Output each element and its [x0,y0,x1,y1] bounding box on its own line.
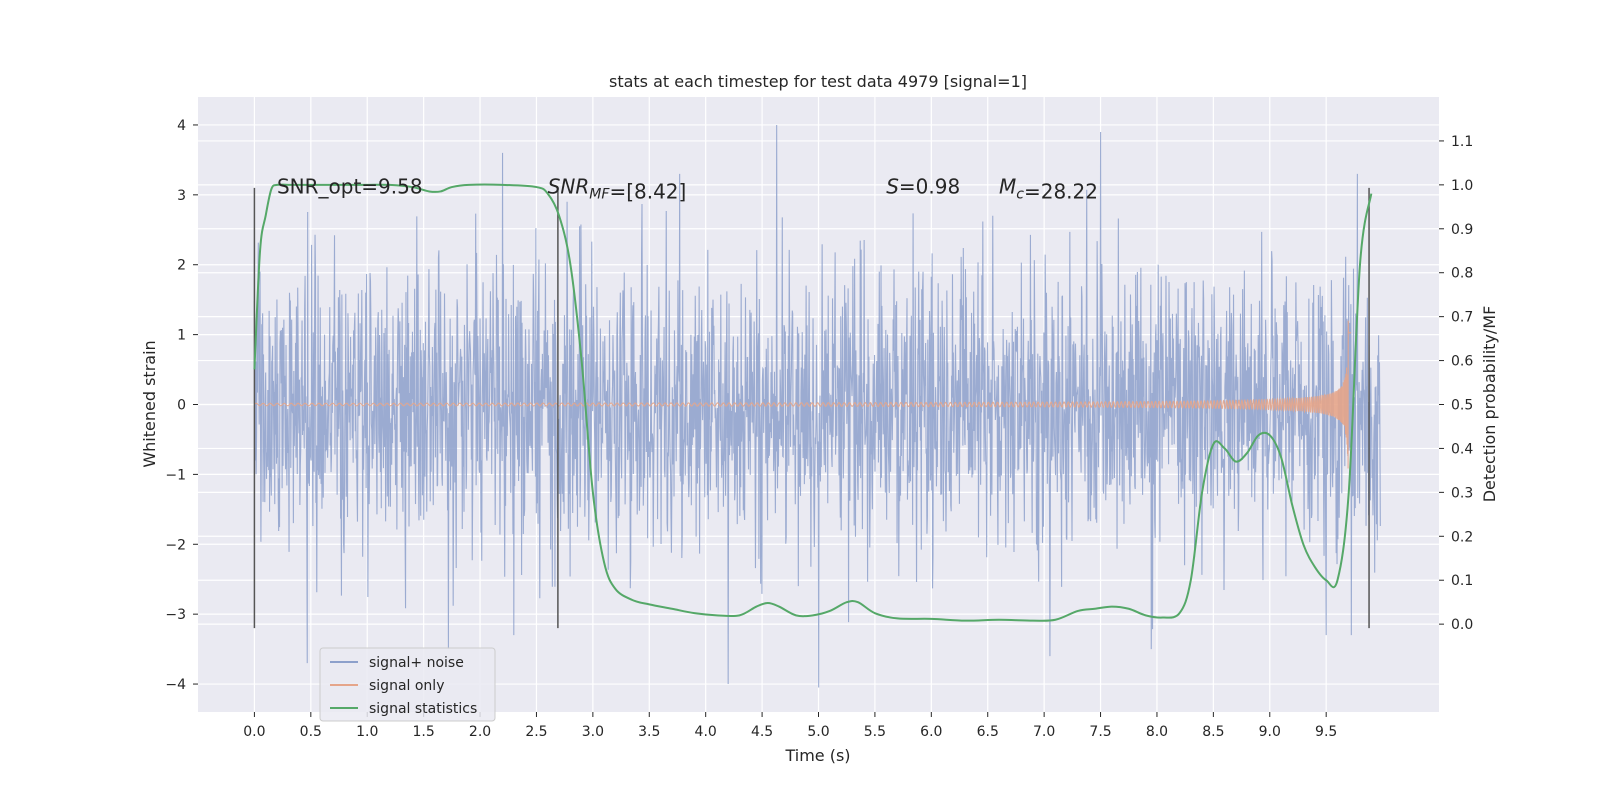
signal-only-line [254,320,1351,469]
annotation-text: SNRMF=[8.42] [548,175,687,204]
x-tick-label: 6.5 [977,724,999,740]
y-right-tick-label: 0.8 [1451,266,1473,282]
y-right-tick-label: 1.1 [1451,134,1473,150]
x-tick-label: 5.0 [807,724,829,740]
y-left-tick-label: −4 [165,677,186,693]
x-tick-label: 3.0 [582,724,604,740]
annotation-text: S=0.98 [886,175,960,199]
y-right-tick-label: 0.4 [1451,441,1473,457]
statistics-line [253,183,1373,622]
annotation-segment: c [1016,187,1024,203]
annotations: SNR_opt=9.58 SNRMF=[8.42] S=0.98 Mc=28.22 [277,175,1098,204]
annotation-segment: SNR [548,175,590,199]
y-right-tick-label: 0.3 [1451,485,1473,501]
x-axis-ticks: 0.0 0.5 1.0 1.5 2.0 2.5 3.0 3.5 4.0 4.5 5.0 5.5 6.0 6… [243,712,1337,740]
y-axis-left-ticks: −4 −3 −2 −1 0 1 2 3 4 [165,118,198,693]
x-tick-label: 4.0 [695,724,717,740]
y-left-tick-label: 3 [177,188,186,204]
y-right-tick-label: 0.2 [1451,529,1473,545]
y-right-tick-label: 0.5 [1451,398,1473,414]
signal-only-series [254,320,1351,469]
x-tick-label: 2.5 [525,724,547,740]
y-right-tick-label: 0.7 [1451,310,1473,326]
x-tick-label: 2.0 [469,724,491,740]
x-tick-label: 7.0 [1033,724,1055,740]
y-left-tick-label: −2 [165,537,186,553]
x-tick-label: 1.0 [356,724,378,740]
annotation-segment: =0.98 [899,175,960,199]
y-right-tick-label: 0.6 [1451,354,1473,370]
noise-line [253,124,1381,688]
legend-label-signal: signal only [369,678,444,694]
legend-label-noise: signal+ noise [369,655,464,671]
x-tick-label: 1.5 [413,724,435,740]
y-left-tick-label: −1 [165,467,186,483]
x-tick-label: 3.5 [638,724,660,740]
y-axis-left-label: Whitened strain [140,340,159,467]
x-tick-label: 0.0 [243,724,265,740]
annotation-text: Mc=28.22 [999,175,1098,204]
signal-statistics-series [253,183,1373,622]
y-right-tick-label: 0.9 [1451,222,1473,238]
legend-label-statistics: signal statistics [369,701,477,717]
marker-lines [253,187,1370,629]
annotation-segment: M [999,175,1016,199]
annotation-segment: =28.22 [1024,180,1098,204]
x-tick-label: 8.5 [1202,724,1224,740]
legend: signal+ noise signal only signal statist… [319,647,496,722]
x-tick-label: 9.5 [1315,724,1337,740]
y-left-tick-label: 4 [177,118,186,134]
y-left-tick-label: 1 [177,328,186,344]
noise-series [253,124,1381,688]
x-tick-label: 4.5 [751,724,773,740]
x-axis-label: Time (s) [784,746,850,765]
y-axis-right-ticks: 0.0 0.1 0.2 0.3 0.4 0.5 0.6 0.7 0.8 0.9 1.0 1.1 [1439,134,1473,633]
x-tick-label: 7.5 [1089,724,1111,740]
x-tick-label: 9.0 [1259,724,1281,740]
y-left-tick-label: −3 [165,607,186,623]
annotation-segment: S [886,175,899,199]
annotation-segment: =[8.42] [609,180,686,204]
y-right-tick-label: 0.0 [1451,617,1473,633]
annotation-text: SNR_opt=9.58 [277,175,423,199]
x-tick-label: 6.0 [920,724,942,740]
x-tick-label: 8.0 [1146,724,1168,740]
y-right-tick-label: 0.1 [1451,573,1473,589]
x-tick-label: 5.5 [864,724,886,740]
y-right-tick-label: 1.0 [1451,178,1473,194]
y-axis-right-label: Detection probability/MF [1480,306,1499,503]
chart-title: stats at each timestep for test data 497… [609,72,1027,91]
annotation-segment: MF [589,187,610,203]
y-left-tick-label: 2 [177,258,186,274]
annotation-segment: SNR_opt=9.58 [277,175,423,199]
legend-box [319,647,496,722]
y-left-tick-label: 0 [177,398,186,414]
x-tick-label: 0.5 [300,724,322,740]
